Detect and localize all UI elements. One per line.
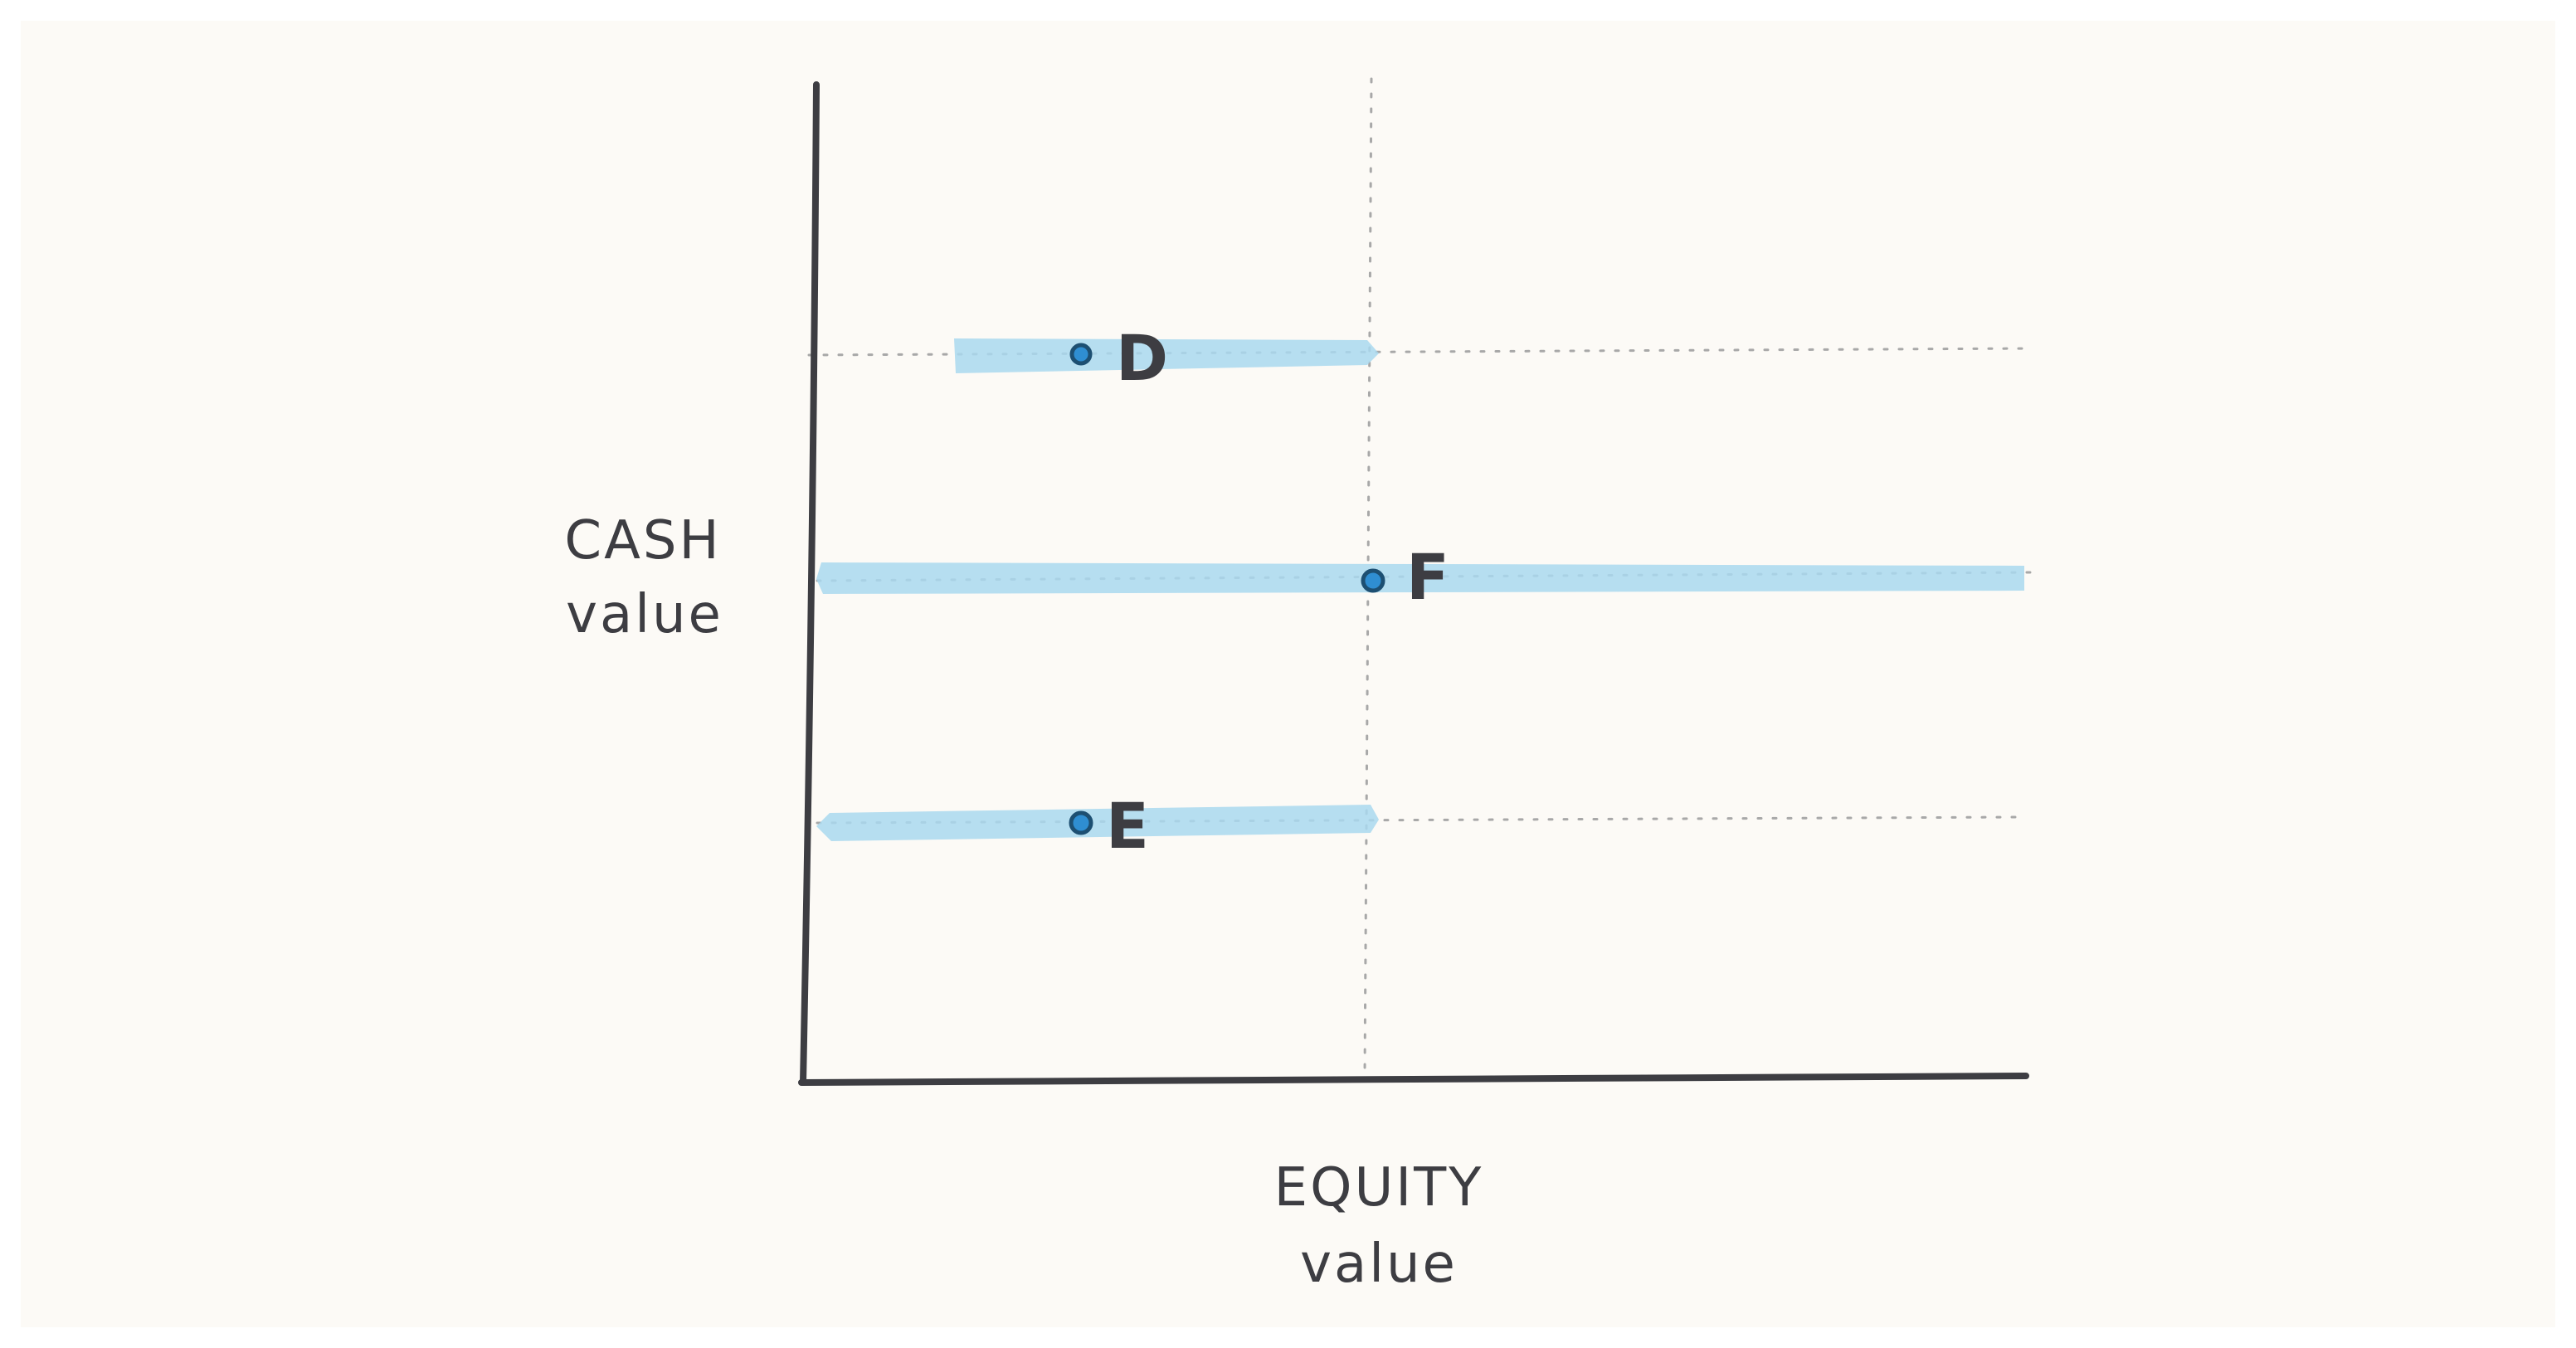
point-f-marker	[1361, 568, 1385, 593]
point-e-label: E	[1106, 789, 1149, 863]
y-axis	[800, 81, 820, 1086]
point-e-marker	[1069, 810, 1093, 835]
guide-line-vertical	[1363, 77, 1373, 1076]
y-axis-title-line1: CASH	[564, 510, 721, 572]
highlight-band-f	[816, 562, 2024, 594]
x-axis	[798, 1073, 2029, 1086]
guide-line-d	[807, 347, 2034, 357]
x-axis-title-line1: EQUITY	[1274, 1157, 1484, 1219]
point-d-marker	[1069, 343, 1093, 366]
point-d-label: D	[1116, 321, 1168, 395]
paper-background	[21, 21, 2555, 1327]
point-f-label: F	[1406, 540, 1449, 614]
highlight-band-e	[816, 805, 1379, 841]
x-axis-title-line2: value	[1300, 1234, 1458, 1295]
y-axis-title-line2: value	[566, 584, 723, 645]
guide-line-e	[816, 815, 2018, 825]
highlight-band-d	[954, 338, 1379, 373]
